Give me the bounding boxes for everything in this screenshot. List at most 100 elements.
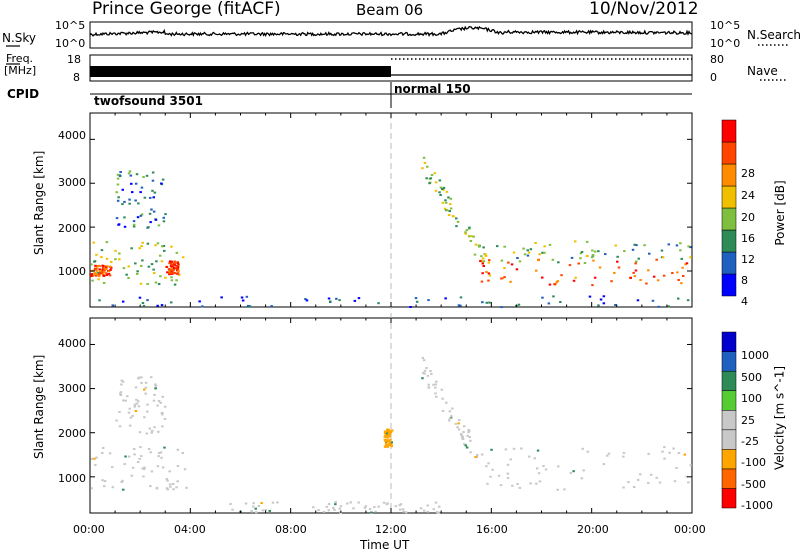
- velocity-colorbar-segment-7: [721, 351, 737, 372]
- velocity-cell: [312, 506, 315, 509]
- power-cell: [636, 299, 640, 302]
- freq-dual-frequency-block: [90, 66, 391, 77]
- velocity-cell: [169, 485, 172, 488]
- power-cell: [173, 272, 177, 275]
- velocity-colorbar-segment-8: [721, 331, 737, 352]
- freq-label-line2: [MHz]: [4, 64, 37, 77]
- power-region-3: [115, 170, 167, 229]
- power-cell: [485, 301, 488, 304]
- power-cell: [503, 276, 506, 279]
- power-cell: [657, 305, 660, 308]
- velocity-cell: [425, 367, 428, 369]
- velocity-cell: [130, 474, 133, 477]
- velocity-cell: [487, 462, 490, 465]
- power-cell: [591, 256, 594, 259]
- power-cell: [459, 296, 463, 299]
- velocity-cell: [115, 419, 118, 422]
- velocity-cell: [538, 480, 542, 483]
- velocity-cell: [166, 488, 169, 491]
- power-cell: [439, 186, 443, 189]
- velocity-cell: [461, 435, 464, 438]
- velocity-cell: [142, 468, 146, 471]
- power-cell: [110, 266, 113, 269]
- power-cell: [170, 279, 174, 282]
- power-cell: [430, 174, 434, 176]
- velocity-cell: [160, 456, 163, 459]
- velocity-cell: [388, 432, 392, 435]
- velocity-cell: [423, 369, 427, 372]
- power-cell: [572, 279, 576, 282]
- velocity-cell: [159, 401, 162, 404]
- velocity-cell: [143, 466, 146, 469]
- velocity-cell: [489, 475, 492, 478]
- power-cell: [634, 262, 637, 265]
- power-cell: [687, 245, 690, 248]
- power-cell: [541, 276, 544, 279]
- power-cell: [481, 301, 484, 304]
- power-cell: [551, 258, 555, 261]
- power-cell: [134, 182, 138, 185]
- velocity-cell: [271, 501, 275, 504]
- power-cell: [470, 235, 473, 238]
- power-cell: [99, 269, 102, 272]
- velocity-cell: [121, 380, 125, 383]
- velocity-cell: [101, 452, 104, 454]
- power-cell: [100, 256, 103, 259]
- velocity-cell: [422, 359, 426, 362]
- power-cell: [448, 210, 451, 213]
- velocity-cell: [432, 383, 435, 386]
- power-cell: [444, 297, 447, 300]
- power-cell: [591, 284, 594, 287]
- velocity-cbar-tick-m500: -500: [741, 478, 766, 491]
- power-cell: [141, 241, 144, 244]
- velocity-cell: [176, 448, 180, 451]
- power-cell: [123, 225, 127, 228]
- velocity-cell: [161, 466, 165, 469]
- velocity-cell: [421, 356, 425, 359]
- power-cell: [482, 260, 486, 263]
- power-cell: [548, 283, 552, 286]
- velocity-cell: [602, 463, 606, 466]
- velocity-cell: [148, 427, 151, 430]
- power-cell: [472, 235, 475, 238]
- velocity-cell: [137, 405, 141, 408]
- power-cell: [158, 254, 162, 257]
- power-cell: [443, 207, 447, 210]
- velocity-cell: [486, 482, 489, 485]
- power-cell: [170, 260, 173, 263]
- power-cell: [168, 262, 171, 265]
- velocity-colorbar-segment-6: [721, 370, 737, 391]
- velocity-cell: [422, 509, 426, 512]
- power-cell: [335, 297, 338, 300]
- power-cell: [597, 250, 600, 253]
- velocity-cell: [255, 511, 258, 514]
- velocity-cell: [672, 447, 675, 450]
- velocity-cell: [90, 487, 93, 490]
- power-cell: [616, 260, 619, 263]
- power-cell: [162, 245, 166, 247]
- power-cell: [580, 251, 584, 253]
- velocity-cell: [401, 508, 405, 511]
- power-cell: [93, 272, 96, 275]
- power-cell: [559, 301, 562, 303]
- power-cell: [425, 177, 428, 180]
- power-cell: [176, 269, 179, 272]
- power-cell: [240, 296, 244, 299]
- velocity-cell: [149, 485, 152, 488]
- power-cell: [95, 253, 98, 256]
- power-cell: [604, 253, 607, 256]
- power-cell: [474, 243, 478, 246]
- xtick-0400: 04:00: [174, 523, 206, 536]
- power-cell: [682, 275, 685, 277]
- power-cell: [139, 214, 143, 217]
- velocity-cell: [435, 511, 439, 514]
- power-colorbar-segment-3: [721, 207, 737, 231]
- velocity-cell: [435, 380, 438, 383]
- velocity-cell: [122, 488, 125, 491]
- velocity-cell: [450, 415, 453, 418]
- power-cell: [154, 218, 158, 221]
- power-cell: [154, 244, 157, 247]
- power-cell: [175, 279, 178, 282]
- velocity-cell: [586, 450, 590, 453]
- velocity-cell: [175, 486, 178, 489]
